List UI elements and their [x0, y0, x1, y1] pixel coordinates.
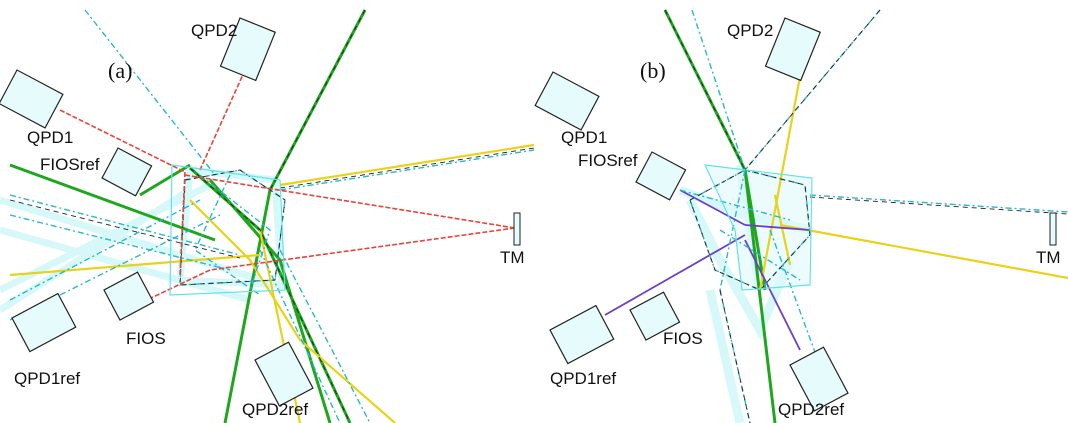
dash-overlay-b [664, 9, 1068, 423]
qpd1ref-label-b: QPD1ref [550, 369, 616, 388]
qpd1ref-label-a: QPD1ref [14, 369, 80, 388]
panel-label-b: (b) [640, 58, 666, 83]
test-mass-b [1049, 212, 1057, 246]
optical-bench-outline-a [169, 164, 286, 296]
test-mass-a [513, 212, 521, 246]
qpd1ref-detector-a [11, 292, 77, 353]
yellow-beams-b [758, 49, 1068, 291]
qpd1-label-b: QPD1 [561, 128, 607, 147]
qpd2ref-label-b: QPD2ref [778, 400, 844, 419]
panel-label-a: (a) [108, 58, 132, 83]
fios-detector-a [103, 271, 155, 321]
panel-a: (a) QPD2 QPD1 FIOSref TM FIOS QPD1ref QP… [0, 9, 534, 423]
fiosref-label-a: FIOSref [40, 155, 100, 174]
qpd2-detector-b [764, 17, 822, 82]
qpd2-label-b: QPD2 [727, 21, 773, 40]
fios-label-a: FIOS [126, 329, 166, 348]
qpd2-label-a: QPD2 [191, 21, 237, 40]
dash-overlay-a [9, 9, 534, 423]
qpd1-detector-b [534, 71, 600, 131]
qpd2ref-detector-a [254, 341, 314, 407]
fios-label-b: FIOS [663, 329, 703, 348]
qpd1ref-detector-b [549, 304, 615, 365]
tm-label-a: TM [500, 248, 525, 267]
fiosref-detector-a [101, 147, 153, 197]
qpd1-label-a: QPD1 [27, 128, 73, 147]
qpd1-detector-a [0, 69, 64, 129]
qpd2ref-label-a: QPD2ref [242, 400, 308, 419]
fios-detector-b [629, 291, 681, 341]
purple-beams-b [604, 189, 811, 351]
qpd2ref-detector-b [789, 346, 849, 412]
fiosref-detector-b [635, 151, 687, 201]
red-beams-a [59, 69, 516, 309]
tm-label-b: TM [1036, 248, 1061, 267]
cyan-beams-a [9, 9, 534, 423]
fiosref-label-b: FIOSref [578, 151, 638, 170]
panel-b: (b) QPD2 QPD1 FIOSref TM FIOS QPD1ref QP… [534, 9, 1068, 423]
qpd2-detector-a [219, 17, 277, 82]
optical-bench-outline-b [704, 164, 813, 291]
